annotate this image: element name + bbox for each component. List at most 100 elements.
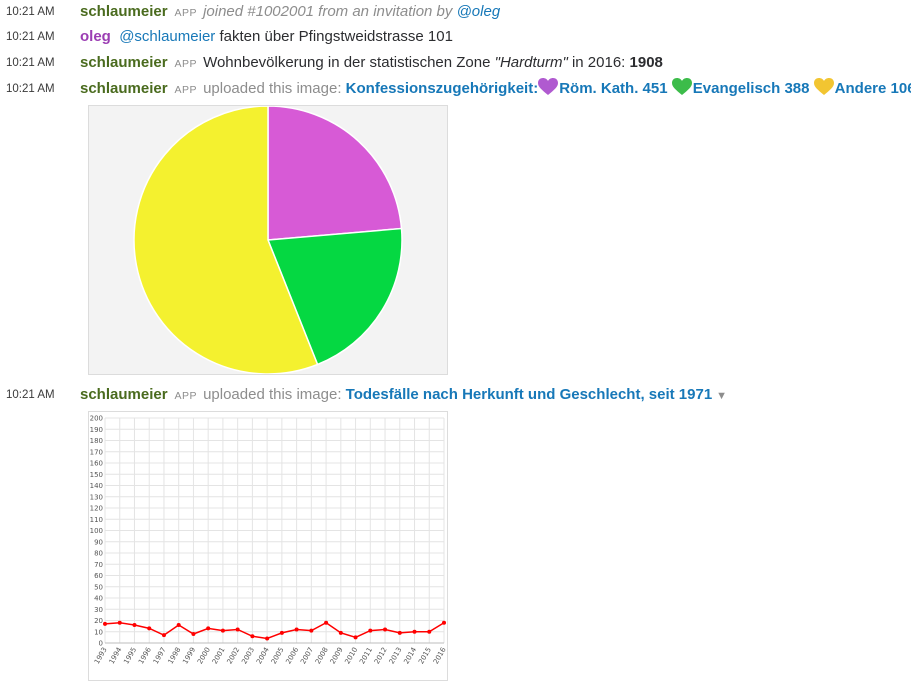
y-tick-label: 140 bbox=[90, 482, 103, 490]
data-point bbox=[397, 630, 402, 635]
y-tick-label: 170 bbox=[90, 448, 103, 456]
x-tick-label: 2015 bbox=[417, 646, 433, 665]
join-text: joined #1002001 from an invitation by bbox=[203, 3, 453, 20]
timestamp[interactable]: 10:21 AM bbox=[6, 83, 55, 95]
data-point bbox=[132, 623, 137, 627]
message-text: Wohnbevölkerung in der statistischen Zon… bbox=[203, 54, 491, 71]
plot-area: 0 10 20 30 40 50 60 70 80 90 100 110 120 130 140 150 160… bbox=[90, 415, 448, 666]
chevron-down-icon[interactable]: ▼ bbox=[716, 390, 728, 402]
message-row: 10:21 AM schlaumeier APP joined #1002001 f… bbox=[0, 0, 911, 26]
data-point bbox=[338, 630, 343, 635]
data-point bbox=[368, 628, 373, 633]
x-tick-label: 1993 bbox=[93, 646, 109, 665]
y-tick-label: 160 bbox=[90, 460, 103, 468]
data-point bbox=[250, 634, 255, 639]
x-tick-label: 2012 bbox=[373, 646, 389, 665]
pie-chart bbox=[133, 105, 403, 375]
x-tick-label: 2010 bbox=[343, 646, 359, 665]
data-point bbox=[294, 627, 299, 632]
data-point bbox=[235, 627, 240, 632]
data-point bbox=[161, 633, 166, 638]
zone-name: "Hardturm" bbox=[494, 54, 568, 71]
upload-text: uploaded this image: bbox=[203, 80, 342, 97]
user-mention[interactable]: @schlaumeier bbox=[119, 28, 216, 45]
x-tick-label: 1994 bbox=[108, 646, 124, 666]
pie-chart-image[interactable] bbox=[88, 105, 448, 375]
x-tick-label: 1997 bbox=[152, 646, 168, 665]
upload-text: uploaded this image: bbox=[203, 386, 342, 403]
x-tick-label: 2008 bbox=[314, 646, 330, 665]
y-tick-label: 120 bbox=[90, 505, 103, 513]
yellow-heart-icon bbox=[813, 78, 834, 104]
line-chart-image[interactable]: 0 10 20 30 40 50 60 70 80 90 100 110 120 130 140 150 160… bbox=[88, 411, 448, 681]
x-tick-label: 2014 bbox=[402, 646, 418, 666]
y-tick-label: 10 bbox=[94, 628, 103, 636]
x-tick-label: 1998 bbox=[167, 646, 183, 665]
y-tick-label: 80 bbox=[94, 550, 103, 558]
message-row: 10:21 AM schlaumeier APP uploaded this ima… bbox=[0, 77, 911, 103]
timestamp[interactable]: 10:21 AM bbox=[6, 6, 55, 18]
message-text: fakten über Pfingstweidstrasse 101 bbox=[219, 28, 453, 45]
y-tick-label: 0 bbox=[99, 640, 103, 648]
x-tick-label: 2003 bbox=[240, 646, 256, 665]
data-point bbox=[279, 630, 284, 635]
username[interactable]: schlaumeier bbox=[80, 386, 168, 403]
x-tick-label: 2007 bbox=[299, 646, 315, 665]
x-tick-label: 1995 bbox=[122, 646, 138, 665]
data-point bbox=[265, 636, 270, 641]
image-title-link[interactable]: Todesfälle nach Herkunft und Geschlecht,… bbox=[345, 386, 713, 403]
x-tick-label: 2001 bbox=[211, 646, 227, 665]
x-tick-label: 2011 bbox=[358, 646, 374, 665]
legend-item[interactable]: Andere 1069 bbox=[834, 80, 911, 97]
data-point bbox=[383, 627, 388, 632]
x-tick-label: 2000 bbox=[196, 646, 212, 665]
y-tick-label: 100 bbox=[90, 527, 103, 535]
data-point bbox=[427, 629, 432, 634]
purple-heart-icon bbox=[538, 78, 559, 104]
data-point bbox=[412, 629, 417, 634]
x-tick-label: 2005 bbox=[270, 646, 286, 665]
x-tick-label: 1996 bbox=[137, 646, 153, 666]
x-tick-label: 2013 bbox=[388, 646, 404, 665]
username[interactable]: schlaumeier bbox=[80, 80, 168, 97]
x-tick-label: 2002 bbox=[226, 646, 242, 665]
timestamp[interactable]: 10:21 AM bbox=[6, 57, 55, 69]
x-tick-label: 2006 bbox=[284, 646, 300, 666]
legend-item[interactable]: Röm. Kath. 451 bbox=[559, 80, 668, 97]
y-tick-label: 180 bbox=[90, 437, 103, 445]
timestamp[interactable]: 10:21 AM bbox=[6, 389, 55, 401]
data-point bbox=[147, 626, 152, 631]
app-badge: APP bbox=[174, 84, 198, 96]
username[interactable]: schlaumeier bbox=[80, 3, 168, 20]
data-point bbox=[309, 628, 314, 633]
data-point bbox=[324, 620, 329, 625]
pie-slice bbox=[267, 105, 403, 241]
image-title-link[interactable]: Konfessionszugehörigkeit: Röm. Kath. 451 … bbox=[345, 78, 911, 97]
message-text-mid: in 2016: bbox=[571, 54, 626, 71]
data-point bbox=[206, 626, 211, 631]
inviter-link[interactable]: @oleg bbox=[456, 3, 501, 20]
data-point bbox=[191, 632, 196, 636]
username[interactable]: schlaumeier bbox=[80, 54, 168, 71]
y-tick-label: 30 bbox=[94, 606, 103, 614]
username[interactable]: oleg bbox=[80, 28, 111, 45]
app-badge: APP bbox=[174, 58, 198, 70]
timestamp[interactable]: 10:21 AM bbox=[6, 31, 55, 43]
message-row: 10:21 AM schlaumeier APP uploaded this ima… bbox=[0, 383, 911, 409]
x-tick-label: 2016 bbox=[432, 646, 447, 666]
pie-slice bbox=[133, 105, 319, 375]
legend-item[interactable]: Evangelisch 388 bbox=[692, 80, 810, 97]
x-tick-label: 2009 bbox=[329, 646, 345, 665]
message-row: 10:21 AM oleg @schlaumeier fakten über P… bbox=[0, 25, 911, 51]
y-tick-label: 60 bbox=[94, 572, 103, 580]
y-tick-label: 40 bbox=[94, 595, 103, 603]
y-tick-label: 20 bbox=[94, 617, 103, 625]
image-title[interactable]: Konfessionszugehörigkeit: bbox=[345, 80, 539, 97]
y-tick-label: 50 bbox=[94, 583, 103, 591]
pie-slice bbox=[266, 227, 403, 366]
data-point bbox=[442, 620, 446, 625]
y-tick-label: 90 bbox=[94, 538, 103, 546]
y-tick-label: 190 bbox=[90, 426, 103, 434]
y-tick-label: 110 bbox=[90, 516, 103, 524]
green-heart-icon bbox=[671, 78, 692, 104]
